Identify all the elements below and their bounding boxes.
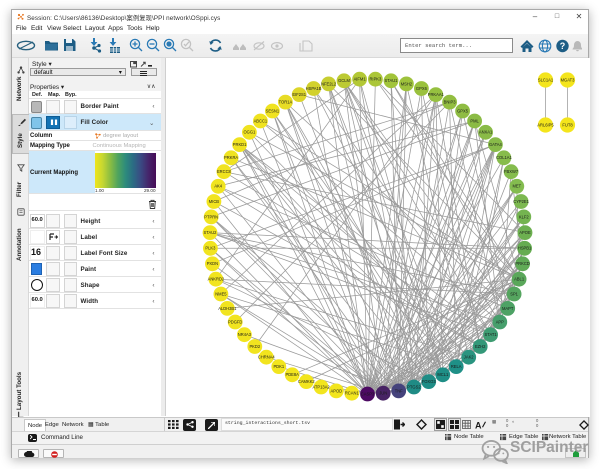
svg-text:PRKD1: PRKD1 xyxy=(232,142,246,147)
svg-text:ALDH3B1: ALDH3B1 xyxy=(218,306,237,311)
svg-text:BNIP3: BNIP3 xyxy=(443,100,456,105)
svg-text:PKD2: PKD2 xyxy=(249,344,260,349)
svg-text:NFE2L2: NFE2L2 xyxy=(321,81,337,86)
svg-text:MAPT: MAPT xyxy=(502,306,514,311)
svg-text:STAU1: STAU1 xyxy=(384,78,398,83)
svg-text:EIF2S1: EIF2S1 xyxy=(292,92,306,97)
svg-text:MSH2: MSH2 xyxy=(400,81,412,86)
svg-text:ABCC1: ABCC1 xyxy=(253,118,267,123)
svg-text:SP1: SP1 xyxy=(510,291,518,296)
svg-text:CASP3: CASP3 xyxy=(360,391,374,396)
svg-text:SESN1: SESN1 xyxy=(265,108,279,113)
svg-text:ANXA1: ANXA1 xyxy=(478,130,492,135)
svg-text:PDE8A: PDE8A xyxy=(285,372,299,377)
svg-text:PRKAA1: PRKAA1 xyxy=(427,92,444,97)
svg-text:PRKRA: PRKRA xyxy=(224,155,238,160)
svg-text:ATP13A2: ATP13A2 xyxy=(312,384,330,389)
svg-text:HSPA1B: HSPA1B xyxy=(305,86,321,91)
svg-text:PXDN: PXDN xyxy=(206,261,217,266)
svg-text:RELA: RELA xyxy=(450,364,461,369)
svg-text:?: ? xyxy=(560,41,566,51)
svg-text:PTPRN: PTPRN xyxy=(204,214,218,219)
svg-text:GCLM: GCLM xyxy=(338,78,350,83)
svg-text:OGG1: OGG1 xyxy=(243,130,256,135)
svg-text:TOR1A: TOR1A xyxy=(278,100,292,105)
svg-text:ABL1: ABL1 xyxy=(514,277,525,282)
svg-text:AK4: AK4 xyxy=(214,184,222,189)
svg-text:A: A xyxy=(475,420,482,430)
svg-text:JUN: JUN xyxy=(379,391,387,396)
svg-text:KLF2: KLF2 xyxy=(518,214,529,219)
svg-text:STAU2: STAU2 xyxy=(203,230,217,235)
svg-text:EZH2: EZH2 xyxy=(474,344,485,349)
svg-text:GPX5: GPX5 xyxy=(457,108,469,113)
svg-text:GATA4: GATA4 xyxy=(488,142,502,147)
svg-text:FUT8: FUT8 xyxy=(562,122,573,127)
svg-text:NME5: NME5 xyxy=(215,291,227,296)
svg-text:CAMKK2: CAMKK2 xyxy=(297,379,315,384)
svg-text:STAT1: STAT1 xyxy=(484,332,497,337)
svg-text:ANKRD2: ANKRD2 xyxy=(207,277,224,282)
svg-text:PDK1: PDK1 xyxy=(273,364,284,369)
svg-text:PRKCD: PRKCD xyxy=(515,261,529,266)
svg-text:MCL1: MCL1 xyxy=(437,372,449,377)
svg-text:MET: MET xyxy=(512,184,521,189)
svg-text:APP: APP xyxy=(495,319,503,324)
svg-text:TNF: TNF xyxy=(394,388,402,393)
svg-text:MGAT3: MGAT3 xyxy=(560,77,575,82)
svg-text:PDGFD: PDGFD xyxy=(228,319,242,324)
svg-text:RIPK3: RIPK3 xyxy=(369,77,382,82)
svg-text:APOD: APOD xyxy=(330,388,342,393)
svg-text:JAK2: JAK2 xyxy=(463,355,474,360)
svg-text:COL1A1: COL1A1 xyxy=(496,155,512,160)
svg-text:PTGS2: PTGS2 xyxy=(407,384,421,389)
svg-text:NR4A3: NR4A3 xyxy=(237,332,251,337)
svg-text:SLC1A1: SLC1A1 xyxy=(537,77,553,82)
svg-text:CYP2E1: CYP2E1 xyxy=(513,199,529,204)
svg-text:FOXO3: FOXO3 xyxy=(421,379,436,384)
svg-text:RCAN1: RCAN1 xyxy=(344,391,359,396)
svg-text:AIFM1: AIFM1 xyxy=(353,77,366,82)
svg-text:PLK3: PLK3 xyxy=(205,246,216,251)
svg-text:ARL6IP5: ARL6IP5 xyxy=(537,122,554,127)
svg-text:HSPB1: HSPB1 xyxy=(517,246,531,251)
svg-text:ERCC8: ERCC8 xyxy=(216,169,231,174)
svg-text:FBXW7: FBXW7 xyxy=(504,169,519,174)
svg-text:GPX6: GPX6 xyxy=(415,86,427,91)
svg-text:MICB: MICB xyxy=(208,199,219,204)
svg-text:CHRNA4: CHRNA4 xyxy=(257,355,275,360)
svg-text:APOE: APOE xyxy=(519,230,531,235)
svg-text:PML: PML xyxy=(470,118,479,123)
